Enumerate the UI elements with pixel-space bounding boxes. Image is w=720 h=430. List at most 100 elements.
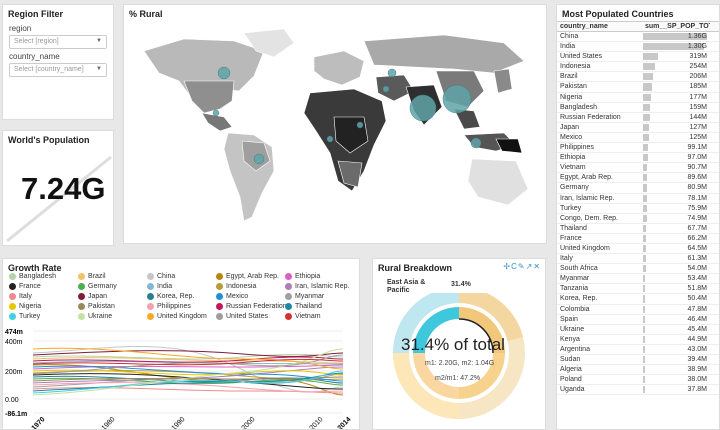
country-cell: Ukraine: [560, 325, 585, 333]
legend-item[interactable]: Korea, Rep.: [147, 293, 194, 300]
legend-item[interactable]: Thailand: [285, 303, 322, 310]
table-row[interactable]: Mexico 125M: [557, 133, 719, 144]
legend-item[interactable]: Turkey: [9, 313, 40, 320]
growth-rate-panel: Growth Rate Bangladesh Brazil China Egypt, …: [2, 258, 360, 430]
legend-item[interactable]: Bangladesh: [9, 273, 56, 280]
table-row[interactable]: Philippines 99.1M: [557, 143, 719, 154]
legend-item[interactable]: Pakistan: [78, 303, 115, 310]
population-bar: [643, 376, 645, 384]
table-row[interactable]: Spain 46.4M: [557, 315, 719, 325]
legend-item[interactable]: Japan: [78, 293, 107, 300]
column-header-population[interactable]: sum__SP_POP_TOTL: [645, 23, 710, 30]
country-cell: Brazil: [560, 73, 578, 81]
population-bar: [643, 295, 646, 303]
table-row[interactable]: United States 319M: [557, 52, 719, 63]
legend-item[interactable]: Ethiopia: [285, 273, 320, 280]
table-row[interactable]: Ukraine 45.4M: [557, 325, 719, 335]
population-bar: [643, 275, 646, 283]
legend-item[interactable]: Egypt, Arab Rep.: [216, 273, 279, 280]
population-cell: 51.8M: [642, 284, 710, 293]
legend-item[interactable]: Russian Federation: [216, 303, 287, 310]
population-value: 50.4M: [687, 295, 707, 303]
legend-label: Italy: [19, 293, 32, 300]
table-row[interactable]: France 66.2M: [557, 234, 719, 244]
country-cell: United States: [560, 53, 603, 61]
table-row[interactable]: Brazil 206M: [557, 72, 719, 83]
legend-dot-icon: [9, 303, 16, 310]
table-row[interactable]: Russian Federation 144M: [557, 113, 719, 123]
table-row[interactable]: Nigeria 177M: [557, 93, 719, 103]
country-placeholder: Select [country_name]: [14, 66, 84, 73]
population-bar: [643, 43, 705, 51]
country-cell: Vietnam: [560, 164, 586, 172]
legend-item[interactable]: Ukraine: [78, 313, 112, 320]
table-row[interactable]: Kenya 44.9M: [557, 335, 719, 345]
region-select[interactable]: Select [region] ▼: [9, 35, 107, 49]
table-row[interactable]: Pakistan 185M: [557, 82, 719, 93]
legend-label: Mexico: [226, 293, 249, 300]
population-cell: 37.8M: [642, 385, 710, 394]
legend-item[interactable]: China: [147, 273, 175, 280]
table-row[interactable]: Iran, Islamic Rep. 78.1M: [557, 194, 719, 204]
legend-item[interactable]: Nigeria: [9, 303, 41, 310]
table-row[interactable]: Italy 61.3M: [557, 254, 719, 265]
table-row[interactable]: Colombia 47.8M: [557, 305, 719, 315]
table-row[interactable]: Argentina 43.0M: [557, 345, 719, 355]
table-row[interactable]: Ethiopia 97.0M: [557, 153, 719, 164]
legend-item[interactable]: Mexico: [216, 293, 248, 300]
population-bar: [643, 184, 647, 192]
table-row[interactable]: Algeria 38.9M: [557, 365, 719, 376]
legend-item[interactable]: Philippines: [147, 303, 191, 310]
table-row[interactable]: Tanzania 51.8M: [557, 284, 719, 295]
legend-item[interactable]: Indonesia: [216, 283, 256, 290]
table-row[interactable]: Myanmar 53.4M: [557, 274, 719, 285]
legend-item[interactable]: United Kingdom: [147, 313, 207, 320]
legend-item[interactable]: Germany: [78, 283, 117, 290]
table-row[interactable]: Vietnam 90.7M: [557, 163, 719, 174]
country-select[interactable]: Select [country_name] ▼: [9, 63, 107, 77]
population-value: 61.3M: [687, 255, 707, 263]
legend-item[interactable]: Vietnam: [285, 313, 321, 320]
table-row[interactable]: Uganda 37.8M: [557, 385, 719, 396]
population-value: 44.9M: [687, 335, 707, 343]
table-row[interactable]: Thailand 67.7M: [557, 224, 719, 234]
column-header-country[interactable]: country_name: [560, 23, 608, 30]
table-row[interactable]: Germany 80.9M: [557, 183, 719, 194]
table-row[interactable]: India 1.30G: [557, 42, 719, 53]
table-row[interactable]: Egypt, Arab Rep. 89.6M: [557, 173, 719, 184]
legend-item[interactable]: India: [147, 283, 172, 290]
table-row[interactable]: Turkey 75.9M: [557, 204, 719, 214]
population-cell: 1.30G: [642, 42, 710, 51]
table-row[interactable]: Sudan 39.4M: [557, 355, 719, 366]
legend-item[interactable]: Myanmar: [285, 293, 324, 300]
legend-item[interactable]: Iran, Islamic Rep.: [285, 283, 349, 290]
legend-item[interactable]: United States: [216, 313, 268, 320]
table-row[interactable]: China 1.36G: [557, 32, 719, 43]
table-row[interactable]: Bangladesh 159M: [557, 103, 719, 113]
legend-label: Russian Federation: [226, 303, 287, 310]
country-cell: Philippines: [560, 144, 594, 152]
legend-item[interactable]: Italy: [9, 293, 32, 300]
table-row[interactable]: Congo, Dem. Rep. 74.9M: [557, 214, 719, 224]
legend-item[interactable]: France: [9, 283, 41, 290]
sunburst-chart[interactable]: [373, 293, 546, 430]
table-row[interactable]: Poland 38.0M: [557, 375, 719, 386]
table-row[interactable]: Japan 127M: [557, 123, 719, 133]
chart-toolbar-icons[interactable]: ✢C✎↗✕: [503, 262, 541, 271]
world-map[interactable]: [124, 21, 546, 243]
legend-label: Myanmar: [295, 293, 325, 300]
table-row[interactable]: Korea, Rep. 50.4M: [557, 294, 719, 305]
population-cell: 54.0M: [642, 264, 710, 273]
population-value: 43.0M: [687, 345, 707, 353]
population-cell: 254M: [642, 62, 710, 71]
population-bar: [643, 255, 646, 263]
legend-item[interactable]: Brazil: [78, 273, 106, 280]
series-line: [32, 348, 344, 396]
table-row[interactable]: South Africa 54.0M: [557, 264, 719, 275]
table-row[interactable]: Indonesia 254M: [557, 62, 719, 73]
legend-label: Vietnam: [295, 313, 321, 320]
population-bar: [643, 204, 647, 212]
population-cell: 45.4M: [642, 325, 710, 334]
table-row[interactable]: United Kingdom 64.5M: [557, 244, 719, 255]
population-bar: [643, 386, 645, 394]
